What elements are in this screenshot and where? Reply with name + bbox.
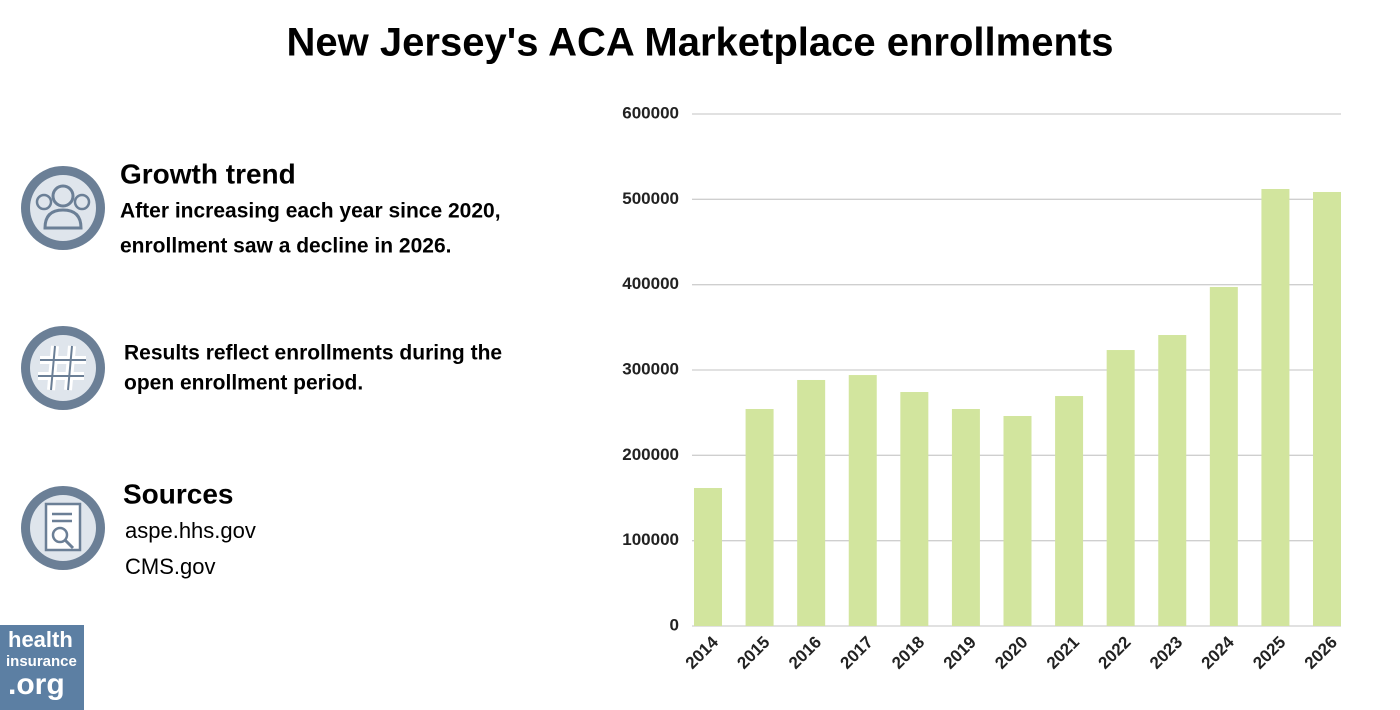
x-tick-label: 2014: [682, 632, 723, 673]
bar: [1003, 415, 1032, 626]
x-tick-label: 2025: [1249, 633, 1289, 673]
chart-title: New Jersey's ACA Marketplace enrollments: [287, 21, 1114, 65]
x-tick-label: 2026: [1301, 633, 1341, 673]
y-tick-label: 200000: [622, 445, 679, 464]
y-tick-label: 0: [670, 615, 679, 634]
bar: [1158, 335, 1187, 626]
note-text: Results reflect enrollments during the: [124, 342, 502, 365]
x-tick-label: 2015: [733, 633, 773, 673]
bar: [900, 392, 929, 626]
y-tick-label: 600000: [622, 103, 679, 122]
people-icon: [21, 166, 105, 250]
y-tick-label: 300000: [622, 359, 679, 378]
y-tick-label: 500000: [622, 189, 679, 208]
bar: [1261, 189, 1290, 626]
logo-text: .org: [8, 668, 65, 701]
x-tick-label: 2023: [1146, 633, 1186, 673]
y-tick-label: 400000: [622, 274, 679, 293]
bar: [1106, 350, 1135, 626]
source-link: aspe.hhs.gov: [125, 518, 256, 543]
x-tick-label: 2021: [1043, 633, 1083, 673]
document-icon: [21, 486, 105, 570]
bar: [848, 375, 877, 626]
hashtag-icon: [21, 326, 105, 410]
logo-text: insurance: [6, 653, 77, 670]
bar: [951, 408, 980, 626]
note-text: After increasing each year since 2020,: [120, 200, 501, 223]
x-tick-label: 2022: [1094, 633, 1134, 673]
logo-text: health: [8, 627, 73, 652]
bar: [745, 408, 774, 626]
bar: [797, 379, 826, 626]
x-tick-label: 2024: [1198, 632, 1239, 673]
sources-heading: Sources: [123, 478, 234, 509]
note-text: enrollment saw a decline in 2026.: [120, 235, 451, 258]
bar: [1055, 396, 1084, 626]
bar: [1313, 191, 1341, 626]
x-tick-label: 2018: [888, 633, 928, 673]
note-text: open enrollment period.: [124, 372, 363, 395]
x-tick-label: 2020: [991, 633, 1031, 673]
x-tick-label: 2019: [940, 633, 980, 673]
logo: health insurance .org: [0, 625, 84, 710]
x-tick-label: 2016: [785, 633, 825, 673]
bar: [694, 488, 722, 626]
source-link: CMS.gov: [125, 554, 215, 579]
y-tick-label: 100000: [622, 530, 679, 549]
x-tick-label: 2017: [837, 633, 877, 673]
bar: [1209, 286, 1238, 626]
note-heading: Growth trend: [120, 158, 296, 189]
